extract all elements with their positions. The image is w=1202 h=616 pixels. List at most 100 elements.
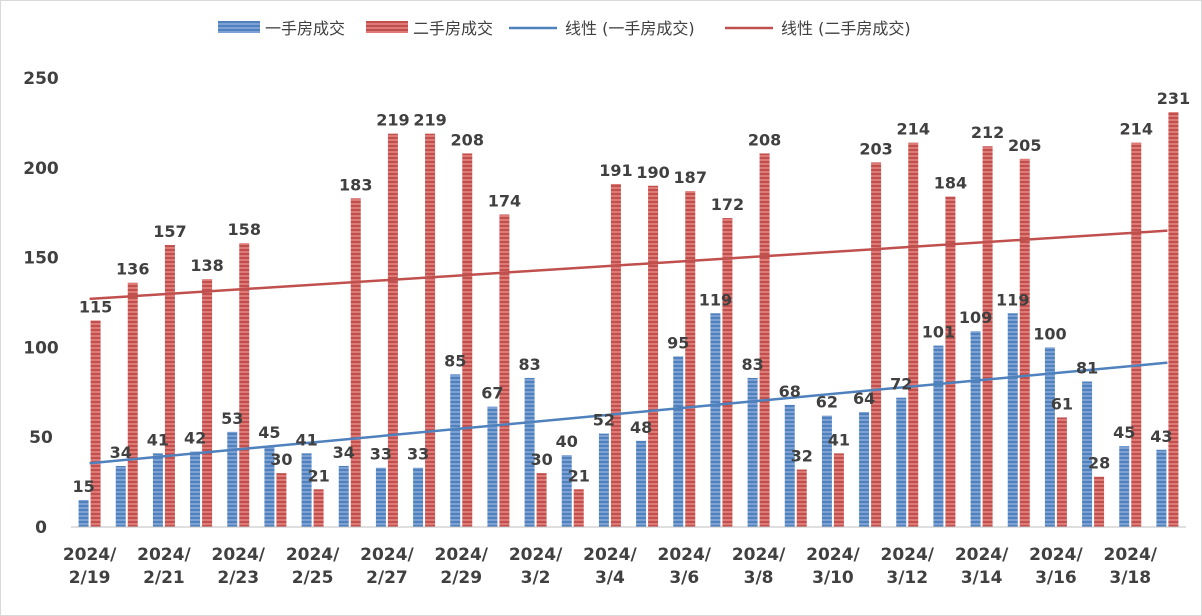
legend-swatch-first-hand <box>218 21 260 33</box>
x-tick-label: 2024/ <box>63 545 117 565</box>
legend-label: 线性 (一手房成交) <box>565 19 695 38</box>
data-label: 83 <box>518 355 540 374</box>
data-label: 42 <box>184 429 206 448</box>
bar-second-hand <box>499 214 510 527</box>
bar-second-hand <box>648 185 659 527</box>
bar-first-hand <box>710 313 721 527</box>
data-label: 83 <box>741 355 763 374</box>
x-tick-label: 2024/ <box>509 545 563 565</box>
data-label: 95 <box>667 333 689 352</box>
x-tick-label: 2024/ <box>211 545 265 565</box>
data-labels: 15 34 41 42 53 45 41 34 33 33 85 67 83 40 52 48 95 119 83 6… <box>72 89 1190 496</box>
x-tick-label: 2/23 <box>217 568 259 588</box>
data-label: 34 <box>333 443 355 462</box>
bar-first-hand <box>338 465 349 527</box>
bar-first-hand <box>524 377 535 527</box>
data-label: 40 <box>556 432 578 451</box>
data-label: 41 <box>828 430 850 449</box>
bar-first-hand <box>598 433 609 527</box>
bar-first-hand <box>264 446 275 527</box>
bars <box>78 112 1179 528</box>
bar-first-hand <box>78 500 89 527</box>
data-label: 212 <box>971 123 1004 142</box>
data-label: 100 <box>1033 324 1066 343</box>
trendline-first-hand <box>89 361 1168 465</box>
bar-second-hand <box>1094 476 1105 527</box>
data-label: 184 <box>934 174 967 193</box>
x-tick-label: 2/19 <box>69 568 111 588</box>
x-tick-label: 2024/ <box>806 545 860 565</box>
x-tick-label: 2024/ <box>434 545 488 565</box>
x-tick-label: 2/21 <box>143 568 185 588</box>
bar-first-hand <box>1044 347 1055 527</box>
data-label: 15 <box>72 477 94 496</box>
data-label: 33 <box>370 445 392 464</box>
data-label: 52 <box>593 411 615 430</box>
legend-swatch-second-hand <box>366 21 408 33</box>
y-tick-label: 50 <box>29 428 53 448</box>
bar-first-hand <box>673 356 684 527</box>
bar-first-hand <box>152 453 163 527</box>
bar-first-hand <box>859 412 870 527</box>
bar-second-hand <box>1168 112 1179 528</box>
bar-first-hand <box>1082 381 1093 527</box>
x-tick-label: 2/25 <box>292 568 334 588</box>
x-tick-label: 2024/ <box>880 545 934 565</box>
data-label: 115 <box>79 297 112 316</box>
bar-first-hand <box>190 451 201 527</box>
data-label: 53 <box>221 409 243 428</box>
data-label: 45 <box>258 423 280 442</box>
bar-second-hand <box>313 489 324 527</box>
bar-first-hand <box>896 397 907 527</box>
data-label: 68 <box>779 382 801 401</box>
data-label: 45 <box>1113 423 1135 442</box>
bar-second-hand <box>536 473 547 527</box>
trendlines <box>89 229 1168 465</box>
x-tick-label: 2024/ <box>360 545 414 565</box>
legend-label: 线性 (二手房成交) <box>781 19 911 38</box>
bar-second-hand <box>202 279 213 527</box>
x-tick-label: 2024/ <box>286 545 340 565</box>
x-tick-label: 2024/ <box>1029 545 1083 565</box>
bar-second-hand <box>610 183 621 528</box>
bar-second-hand <box>350 198 361 527</box>
data-label: 174 <box>488 191 521 210</box>
data-label: 28 <box>1088 454 1110 473</box>
bar-first-hand <box>747 377 758 527</box>
data-label: 214 <box>1120 120 1153 139</box>
data-label: 81 <box>1076 359 1098 378</box>
data-label: 64 <box>853 389 875 408</box>
bar-second-hand <box>759 153 770 527</box>
bar-second-hand <box>833 453 844 527</box>
x-tick-label: 3/14 <box>961 568 1003 588</box>
bar-second-hand <box>982 146 993 528</box>
y-tick-label: 150 <box>23 249 59 269</box>
x-tick-label: 3/16 <box>1035 568 1077 588</box>
data-label: 172 <box>711 195 744 214</box>
data-label: 48 <box>630 418 652 437</box>
x-tick-label: 2/29 <box>440 568 482 588</box>
data-label: 72 <box>890 375 912 394</box>
data-label: 208 <box>451 130 484 149</box>
bar-first-hand <box>375 467 386 527</box>
data-label: 158 <box>228 220 261 239</box>
bar-second-hand <box>945 196 956 527</box>
x-tick-label: 2024/ <box>732 545 786 565</box>
bar-second-hand <box>573 489 584 527</box>
bar-second-hand <box>164 245 175 527</box>
bar-first-hand <box>115 465 126 527</box>
y-axis: 0 50 100 150 200 250 <box>23 69 59 538</box>
bar-second-hand <box>1131 142 1142 527</box>
x-tick-label: 3/18 <box>1109 568 1151 588</box>
data-label: 119 <box>699 290 732 309</box>
bar-first-hand <box>487 406 498 527</box>
data-label: 67 <box>481 384 503 403</box>
x-tick-label: 3/6 <box>669 568 699 588</box>
data-label: 219 <box>376 111 409 130</box>
bar-first-hand <box>821 415 832 527</box>
bar-second-hand <box>1056 417 1067 527</box>
x-tick-label: 2024/ <box>1103 545 1157 565</box>
bar-second-hand <box>462 153 473 527</box>
